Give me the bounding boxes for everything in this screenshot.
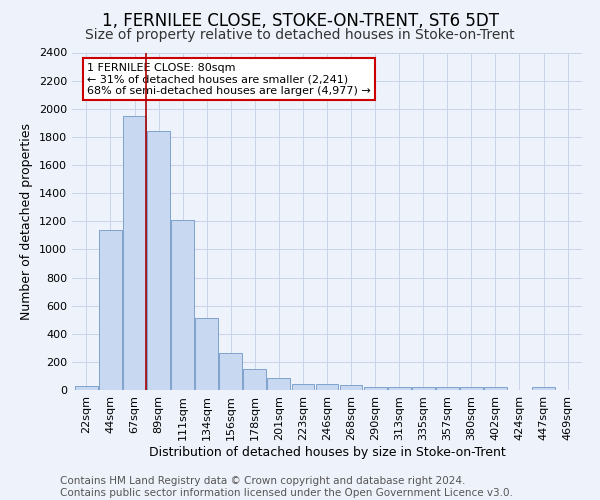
Bar bbox=[364, 387, 386, 390]
Text: Contains HM Land Registry data © Crown copyright and database right 2024.
Contai: Contains HM Land Registry data © Crown c… bbox=[60, 476, 513, 498]
Text: Size of property relative to detached houses in Stoke-on-Trent: Size of property relative to detached ho… bbox=[85, 28, 515, 42]
Bar bbox=[75, 386, 98, 390]
Bar bbox=[436, 388, 459, 390]
Bar bbox=[532, 387, 555, 390]
Text: 1 FERNILEE CLOSE: 80sqm
← 31% of detached houses are smaller (2,241)
68% of semi: 1 FERNILEE CLOSE: 80sqm ← 31% of detache… bbox=[88, 62, 371, 96]
Bar bbox=[316, 384, 338, 390]
Bar bbox=[147, 131, 170, 390]
Bar bbox=[484, 388, 507, 390]
Bar bbox=[460, 388, 483, 390]
Bar bbox=[123, 116, 146, 390]
Bar bbox=[412, 387, 434, 390]
Bar bbox=[388, 387, 410, 390]
Text: 1, FERNILEE CLOSE, STOKE-ON-TRENT, ST6 5DT: 1, FERNILEE CLOSE, STOKE-ON-TRENT, ST6 5… bbox=[101, 12, 499, 30]
Bar bbox=[340, 385, 362, 390]
Bar bbox=[99, 230, 122, 390]
X-axis label: Distribution of detached houses by size in Stoke-on-Trent: Distribution of detached houses by size … bbox=[149, 446, 505, 458]
Bar bbox=[268, 378, 290, 390]
Bar bbox=[292, 384, 314, 390]
Bar bbox=[244, 369, 266, 390]
Bar bbox=[220, 352, 242, 390]
Bar bbox=[195, 318, 218, 390]
Y-axis label: Number of detached properties: Number of detached properties bbox=[20, 122, 34, 320]
Bar bbox=[171, 220, 194, 390]
